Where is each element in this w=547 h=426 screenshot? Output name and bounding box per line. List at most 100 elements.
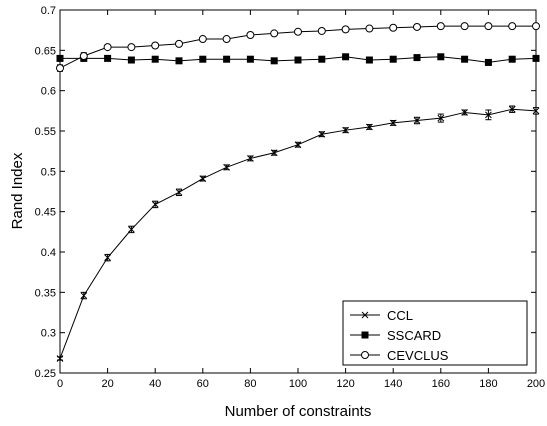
y-tick-label: 0.65 xyxy=(35,45,56,57)
legend-marker xyxy=(361,311,369,319)
data-point xyxy=(151,41,160,50)
data-point xyxy=(413,54,421,62)
data-point xyxy=(342,126,349,134)
data-point xyxy=(270,149,278,157)
y-axis-title: Rand Index xyxy=(9,152,26,229)
data-point xyxy=(461,109,468,116)
data-point xyxy=(366,123,373,131)
data-point xyxy=(485,111,492,119)
series-cevclus xyxy=(56,22,540,73)
y-tick-label: 0.3 xyxy=(41,328,56,340)
data-point xyxy=(532,54,540,62)
x-tick-label: 60 xyxy=(197,378,209,390)
data-point xyxy=(128,226,135,233)
legend-entry-sscard: SSCARD xyxy=(350,328,441,343)
legend: CCL SSCARD CEVCLUS xyxy=(342,300,528,366)
data-point xyxy=(389,119,397,127)
data-point xyxy=(318,130,326,138)
y-tick-label: 0.55 xyxy=(35,126,56,138)
data-point xyxy=(175,57,183,65)
y-tick-label: 0.5 xyxy=(41,166,56,178)
data-point xyxy=(484,22,493,31)
x-tick-label: 0 xyxy=(57,378,63,390)
legend-marker xyxy=(361,351,369,359)
data-point xyxy=(199,55,207,63)
x-tick-label: 100 xyxy=(289,378,307,390)
y-tick-label: 0.25 xyxy=(35,368,56,380)
series-layer xyxy=(56,22,540,362)
data-point xyxy=(175,188,183,196)
data-point xyxy=(532,107,540,115)
data-point xyxy=(270,57,278,65)
data-point xyxy=(198,35,207,44)
data-point xyxy=(56,64,64,73)
data-point xyxy=(246,31,255,40)
data-point xyxy=(484,58,492,66)
data-point xyxy=(247,155,254,162)
data-point xyxy=(317,26,326,35)
x-tick-label: 20 xyxy=(101,378,113,390)
data-point xyxy=(437,114,445,122)
data-point xyxy=(413,117,421,124)
data-point xyxy=(436,22,445,31)
data-point xyxy=(508,55,516,63)
x-tick-label: 120 xyxy=(336,378,354,390)
x-axis-title: Number of constraints xyxy=(225,403,372,420)
data-point xyxy=(342,53,350,61)
data-point xyxy=(461,55,469,63)
legend-box xyxy=(342,300,528,366)
legend-label: CEVCLUS xyxy=(387,348,449,363)
legend-label: SSCARD xyxy=(387,328,441,343)
legend-label: CCL xyxy=(387,308,413,323)
data-point xyxy=(151,55,159,63)
y-tick-label: 0.4 xyxy=(41,247,56,259)
data-point xyxy=(246,55,254,63)
data-point xyxy=(104,254,111,262)
data-point xyxy=(270,29,279,38)
y-tick-label: 0.35 xyxy=(35,287,56,299)
data-point xyxy=(294,27,302,36)
data-point xyxy=(341,25,350,34)
data-point xyxy=(103,43,112,52)
y-tick-label: 0.7 xyxy=(41,5,56,17)
data-point xyxy=(223,55,231,63)
data-point xyxy=(80,292,88,299)
x-tick-label: 40 xyxy=(149,378,161,390)
data-point xyxy=(508,105,516,113)
legend-marker xyxy=(361,331,369,339)
data-point xyxy=(151,201,159,208)
data-point xyxy=(365,24,374,33)
data-point xyxy=(460,22,469,31)
data-point xyxy=(127,56,135,64)
data-point xyxy=(223,163,230,171)
legend-entry-cevclus: CEVCLUS xyxy=(350,348,449,363)
x-tick-label: 200 xyxy=(527,378,545,390)
data-point xyxy=(294,141,302,149)
data-point xyxy=(389,23,398,32)
data-point xyxy=(222,35,231,44)
data-point xyxy=(365,56,373,64)
data-point xyxy=(294,56,302,64)
x-axis: 0 20 40 60 80 100 120 140 160 180 200 xyxy=(57,10,545,390)
data-point xyxy=(56,54,64,62)
series-ccl xyxy=(56,105,540,362)
y-tick-label: 0.6 xyxy=(41,86,56,98)
x-tick-label: 140 xyxy=(384,378,402,390)
data-point xyxy=(79,51,88,60)
data-point xyxy=(437,53,445,61)
x-tick-label: 80 xyxy=(244,378,256,390)
data-point xyxy=(199,175,207,182)
x-tick-label: 180 xyxy=(479,378,497,390)
data-point xyxy=(104,54,112,62)
data-point xyxy=(127,43,136,52)
y-tick-label: 0.45 xyxy=(35,207,56,219)
y-axis: 0.25 0.3 0.35 0.4 0.45 0.5 0.55 0.6 0.65 0.7 xyxy=(35,5,536,380)
data-point xyxy=(389,55,397,63)
legend-entry-ccl: CCL xyxy=(350,308,413,323)
data-point xyxy=(508,22,517,31)
data-point xyxy=(532,22,540,31)
data-point xyxy=(175,39,183,48)
data-point xyxy=(318,55,326,63)
data-point xyxy=(413,22,421,31)
